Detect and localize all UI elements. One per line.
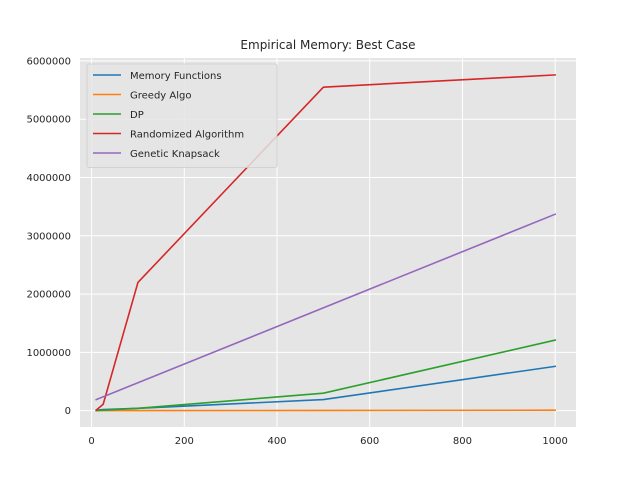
x-tick-label: 1000	[542, 436, 567, 447]
y-tick-label: 4000000	[26, 173, 71, 184]
x-axis-ticks: 0 200 400 600 800 1000	[88, 436, 567, 447]
legend-label: Randomized Algorithm	[130, 130, 244, 141]
series-line-5	[95, 213, 557, 401]
y-tick-label: 2000000	[26, 290, 71, 301]
legend-label: Greedy Algo	[130, 91, 191, 102]
legend-label: Memory Functions	[130, 71, 222, 82]
y-tick-label: 5000000	[26, 115, 71, 126]
x-tick-label: 200	[175, 436, 194, 447]
legend-label: Genetic Knapsack	[130, 149, 220, 160]
y-axis-ticks: 0 1000000 2000000 3000000 4000000 5000000 6000…	[26, 56, 71, 417]
y-tick-label: 6000000	[26, 56, 71, 67]
x-tick-label: 400	[267, 436, 286, 447]
series-line-4	[95, 74, 556, 412]
legend-box	[86, 63, 278, 168]
legend: Memory Functions Greedy Algo DP Randomized …	[86, 63, 278, 168]
x-tick-label: 800	[453, 436, 472, 447]
chart-title: Empirical Memory: Best Case	[240, 38, 415, 52]
x-tick-label: 600	[360, 436, 379, 447]
legend-label: DP	[130, 110, 144, 121]
y-tick-label: 1000000	[26, 348, 71, 359]
y-tick-label: 0	[65, 406, 71, 417]
series-line-3	[95, 339, 557, 412]
x-tick-label: 0	[88, 436, 94, 447]
y-tick-label: 3000000	[26, 231, 71, 242]
series-lines	[95, 74, 557, 412]
